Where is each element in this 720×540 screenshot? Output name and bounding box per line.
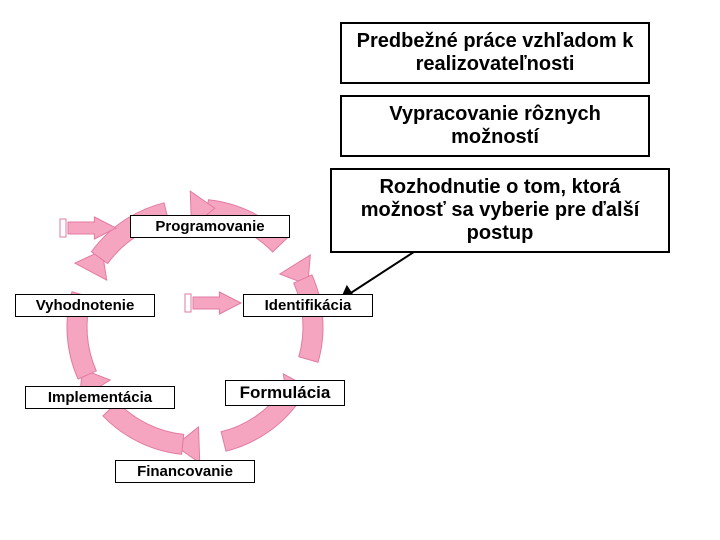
cycle-segment xyxy=(103,402,184,454)
cycle-node-financovanie: Financovanie xyxy=(115,460,255,483)
cycle-node-label: Vyhodnotenie xyxy=(36,297,135,314)
side-box-box3: Rozhodnutie o tom, ktorá možnosť sa vybe… xyxy=(330,168,670,253)
cycle-node-formulacia: Formulácia xyxy=(225,380,345,406)
cycle-node-label: Implementácia xyxy=(48,389,152,406)
side-box-text: Predbežné práce vzhľadom k realizovateľn… xyxy=(357,30,634,75)
side-box-text: Vypracovanie rôznych možností xyxy=(389,103,601,148)
cycle-node-programovanie: Programovanie xyxy=(130,215,290,238)
side-box-box2: Vypracovanie rôznych možností xyxy=(340,95,650,157)
cycle-node-label: Financovanie xyxy=(137,463,233,480)
side-box-box1: Predbežné práce vzhľadom k realizovateľn… xyxy=(340,22,650,84)
cycle-node-vyhodnotenie: Vyhodnotenie xyxy=(15,294,155,317)
cycle-node-label: Identifikácia xyxy=(265,297,352,314)
side-box-text: Rozhodnutie o tom, ktorá možnosť sa vybe… xyxy=(361,176,640,244)
entry-arrow xyxy=(185,292,241,314)
cycle-segment xyxy=(294,275,323,362)
cycle-node-label: Formulácia xyxy=(240,383,331,402)
cycle-node-label: Programovanie xyxy=(155,218,264,235)
cycle-node-identifikacia: Identifikácia xyxy=(243,294,373,317)
connector-line xyxy=(340,248,420,300)
cycle-node-implementacia: Implementácia xyxy=(25,386,175,409)
